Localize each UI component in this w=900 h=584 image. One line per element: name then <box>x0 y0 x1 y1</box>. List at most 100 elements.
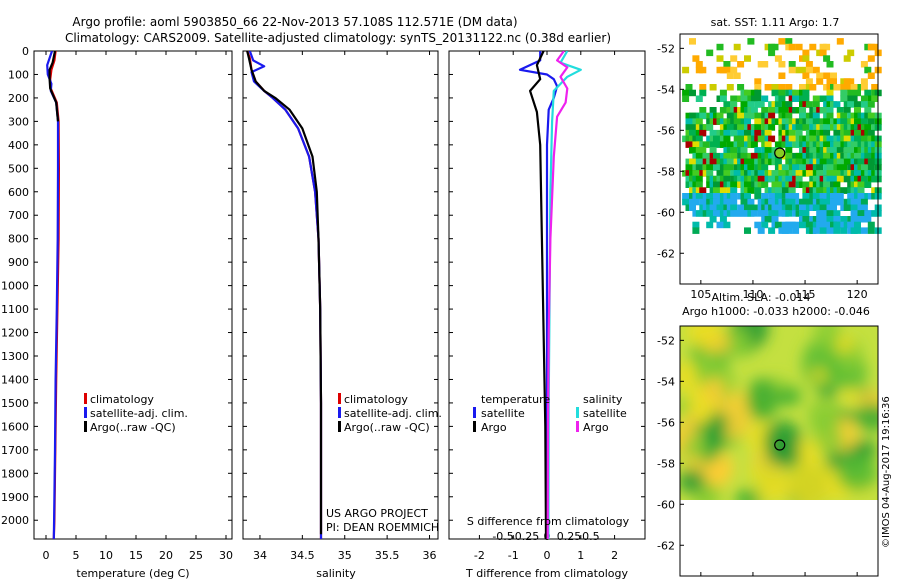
sst-cell <box>726 141 734 148</box>
sst-cell <box>792 89 800 97</box>
sst-cell <box>761 61 769 68</box>
x-tick-label: 15 <box>129 549 143 562</box>
sst-cell <box>774 221 782 229</box>
sst-cell <box>830 175 837 183</box>
salinity-x-axis: 34 34.5 35 35.5 36 <box>253 51 437 562</box>
s-difference-top-label: S difference from climatology <box>467 515 630 528</box>
sst-cell <box>785 141 793 148</box>
sst-cell <box>860 84 868 91</box>
sst-cell <box>747 112 755 120</box>
sst-cell <box>747 38 755 45</box>
sst-cell <box>713 135 720 143</box>
sst-cell <box>860 175 868 183</box>
sst-cell <box>719 107 727 114</box>
sst-cell <box>685 84 693 91</box>
sst-cell <box>781 164 789 171</box>
depth-tick-label: 1700 <box>1 444 29 457</box>
sst-cell <box>867 118 875 125</box>
sst-cell <box>867 129 875 137</box>
sst-cell <box>843 129 851 137</box>
sst-cell <box>706 221 714 229</box>
sst-cell <box>836 193 844 200</box>
sst-cell <box>843 135 851 143</box>
sst-cell <box>816 72 824 79</box>
sst-cell <box>792 95 800 102</box>
legend-swatch-t-satellite <box>473 407 476 418</box>
sst-cell <box>799 84 806 91</box>
sst-cell <box>843 158 851 166</box>
sst-cell <box>823 129 831 137</box>
sla-blob <box>698 484 722 500</box>
sst-cell <box>692 170 700 177</box>
sst-cell <box>836 38 844 45</box>
project-label: US ARGO PROJECT <box>326 507 428 520</box>
sst-cell <box>695 175 703 183</box>
sst-cell <box>713 152 720 160</box>
sst-cell <box>730 193 738 200</box>
sst-cell <box>805 66 813 74</box>
sst-cell <box>754 89 762 97</box>
sst-cell <box>695 118 703 125</box>
sst-cell <box>860 227 868 234</box>
sst-cell <box>744 89 751 97</box>
sst-cell <box>850 216 858 223</box>
sst-cell <box>795 66 803 74</box>
sst-cell <box>689 38 696 45</box>
legend-swatch-satellite <box>84 407 87 418</box>
sst-cell <box>850 84 858 91</box>
x-tick-label: 2 <box>611 549 618 562</box>
legend-label-climatology: climatology <box>344 393 408 406</box>
sst-cell <box>733 170 741 177</box>
pi-label: PI: DEAN ROEMMICH <box>326 521 439 534</box>
legend-swatch-argo <box>84 421 87 432</box>
sst-cell <box>723 61 731 68</box>
depth-tick-label: 1800 <box>1 467 29 480</box>
temperature-x-axis: 0 5 10 15 20 25 30 <box>43 51 233 562</box>
x-tick-label: 0 <box>43 549 50 562</box>
sst-cell <box>840 164 848 171</box>
sst-cell <box>771 89 779 97</box>
sst-cell <box>740 101 748 108</box>
sst-cell <box>847 89 855 97</box>
sst-cell <box>802 216 810 223</box>
sst-cell <box>706 124 714 131</box>
x-tick-label: 0 <box>544 549 551 562</box>
sst-cell <box>730 204 738 211</box>
sst-map-cells <box>682 38 882 234</box>
temperature-x-label: temperature (deg C) <box>76 567 189 580</box>
sst-cell <box>871 43 879 51</box>
sst-cell <box>757 227 765 234</box>
sst-cell <box>833 210 841 217</box>
lat-tick-label: -56 <box>657 124 675 137</box>
sst-cell <box>744 55 751 62</box>
sst-cell <box>682 89 690 97</box>
sst-cell <box>761 221 769 229</box>
sst-cell <box>802 210 810 217</box>
sst-cell <box>740 95 748 102</box>
sst-cell <box>826 210 834 217</box>
sst-cell <box>730 129 738 137</box>
legend-swatch-s-satellite <box>576 407 579 418</box>
series-line-1-2 <box>246 51 323 535</box>
difference-series <box>518 51 582 539</box>
sla-blob <box>729 328 752 356</box>
depth-tick-label: 1200 <box>1 327 29 340</box>
depth-tick-label: 1400 <box>1 373 29 386</box>
lat-tick-label: -62 <box>657 247 675 260</box>
legend-swatch-argo <box>338 421 341 432</box>
sst-cell <box>843 175 851 183</box>
s-diff-tick-label: -0.5 <box>492 530 513 543</box>
sst-cell <box>750 152 758 160</box>
sst-cell <box>860 118 868 125</box>
sst-cell <box>826 227 834 234</box>
sst-cell <box>754 129 762 137</box>
sst-cell <box>754 118 762 125</box>
sla-blob <box>797 439 821 460</box>
sst-cell <box>871 84 879 91</box>
sst-cell <box>819 198 827 206</box>
sst-cell <box>730 198 738 206</box>
sst-cell <box>744 193 751 200</box>
sst-cell <box>826 112 834 120</box>
sst-cell <box>836 107 844 114</box>
sst-cell <box>730 55 738 62</box>
